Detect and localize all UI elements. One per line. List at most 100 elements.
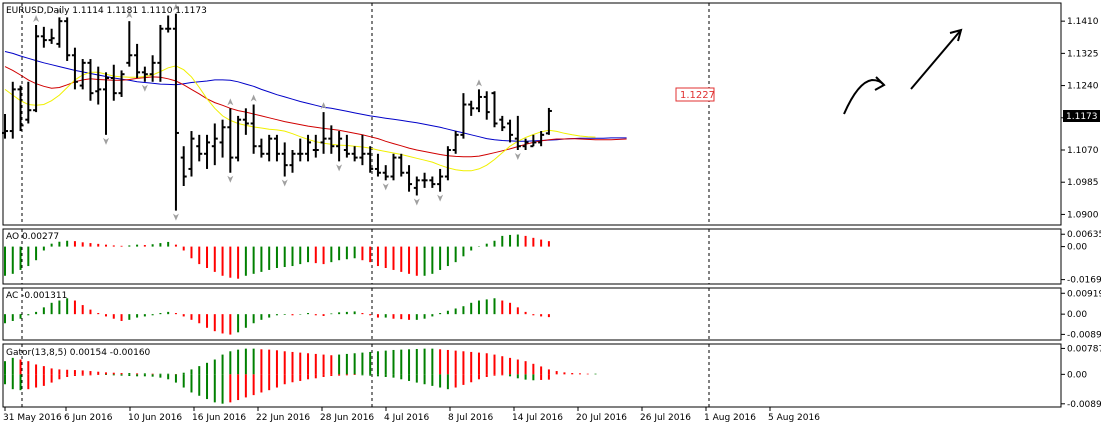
price-bar	[507, 119, 514, 143]
fractal-markers	[33, 3, 521, 221]
time-tick-label: 1 Aug 2016	[704, 413, 756, 423]
price-bar	[172, 13, 179, 211]
future-arrows	[843, 28, 963, 115]
fractal-up-icon	[172, 3, 179, 11]
price-bar	[227, 108, 234, 173]
ao-pane-label: AO 0.00277	[6, 232, 59, 242]
axis-tick-label: 0.00787	[1067, 344, 1101, 354]
price-bar	[413, 176, 420, 196]
price-tick-label: 1.1325	[1067, 49, 1099, 59]
price-bar	[9, 81, 16, 139]
price-bar	[281, 142, 288, 177]
price-bar	[250, 104, 257, 154]
axis-tick-label: 0.00	[1067, 310, 1087, 320]
price-tick-label: 1.0985	[1067, 178, 1099, 188]
price-bar	[64, 17, 71, 61]
current-price-tag: 1.1173	[1063, 110, 1100, 122]
axis-tick-label: 0.00	[1067, 243, 1087, 253]
fractal-up-icon	[250, 94, 257, 102]
price-bar	[499, 115, 506, 132]
main-pane-frame	[2, 2, 1062, 226]
price-bar	[103, 72, 110, 135]
time-tick-label: 10 Jun 2016	[128, 413, 182, 423]
fractal-up-icon	[33, 14, 40, 22]
price-bar	[429, 176, 436, 188]
main-pane: 1.1227 EURUSD,Daily 1.1114 1.1181 1.1110…	[2, 2, 1100, 226]
price-bar	[382, 165, 389, 181]
price-bar	[351, 146, 358, 162]
price-bar	[475, 89, 482, 113]
gator-grid	[21, 344, 710, 407]
time-tick-label: 6 Jun 2016	[64, 413, 113, 423]
ac-histogram	[4, 298, 550, 335]
axis-tick-label: -0.01697	[1067, 276, 1101, 286]
axis-tick-label: 0.00635	[1067, 230, 1101, 240]
current-price-label: 1.1173	[1066, 112, 1098, 122]
price-tick-label: 1.1410	[1067, 17, 1099, 27]
price-bar	[242, 108, 249, 135]
price-bar	[460, 93, 467, 139]
price-tick-label: 1.0900	[1067, 210, 1099, 220]
price-bar	[305, 134, 312, 162]
price-bar	[188, 131, 195, 177]
price-bar	[157, 24, 164, 82]
fractal-down-icon	[437, 194, 444, 202]
price-bar	[118, 70, 125, 97]
fractal-down-icon	[382, 183, 389, 191]
price-bar	[522, 138, 529, 150]
time-tick-label: 16 Jun 2016	[192, 413, 246, 423]
price-bar	[538, 131, 545, 147]
time-tick-label: 31 May 2016	[3, 413, 62, 423]
price-tick-label: 1.1070	[1067, 146, 1099, 156]
fractal-down-icon	[227, 175, 234, 183]
price-bar	[359, 134, 366, 166]
time-tick-label: 4 Jul 2016	[384, 413, 429, 423]
price-bar	[530, 134, 537, 148]
price-bar	[219, 119, 226, 158]
ao-axis: 0.00635 0.00 -0.01697	[1061, 230, 1101, 286]
gator-pane: Gator(13,8,5) 0.00154 -0.00160 0.007870.…	[2, 343, 1101, 410]
price-bar	[312, 134, 319, 158]
time-axis: 31 May 2016 6 Jun 2016 10 Jun 2016 16 Jun 2…	[3, 407, 820, 423]
price-bar	[25, 81, 32, 124]
price-bar	[40, 26, 47, 48]
diagonal-arrow-icon	[910, 29, 962, 90]
main-pane-label: EURUSD,Daily 1.1114 1.1181 1.1110 1.1173	[6, 6, 207, 16]
time-tick-label: 28 Jun 2016	[320, 413, 374, 423]
diagonal-arrow-head-icon	[949, 28, 963, 42]
price-bar	[444, 146, 451, 181]
time-tick-label: 20 Jul 2016	[576, 413, 627, 423]
time-tick-label: 22 Jun 2016	[256, 413, 310, 423]
gator-pane-frame	[2, 343, 1062, 408]
ao-histogram	[4, 234, 550, 279]
price-bar	[149, 55, 156, 82]
price-bar	[87, 59, 94, 101]
fractal-down-icon	[281, 179, 288, 187]
ao-pane-frame	[2, 228, 1062, 285]
level-marker: 1.1227	[675, 87, 715, 102]
time-tick-label: 5 Aug 2016	[768, 413, 820, 423]
fractal-down-icon	[514, 153, 521, 160]
price-bar	[421, 172, 428, 188]
price-bar	[48, 28, 55, 44]
price-bar	[468, 100, 475, 116]
level-marker-box	[675, 87, 715, 102]
time-tick-label: 8 Jul 2016	[448, 413, 493, 423]
axis-tick-label: -0.00894	[1067, 400, 1101, 410]
fractal-up-icon	[227, 98, 234, 106]
ac-grid	[21, 288, 710, 340]
fractal-down-icon	[413, 198, 420, 206]
fractal-down-icon	[336, 164, 343, 172]
fractal-up-icon	[475, 79, 482, 87]
price-bar	[2, 114, 8, 139]
price-bar	[398, 153, 405, 177]
curved-arrow-head-icon	[874, 76, 886, 91]
price-bar	[273, 134, 280, 162]
price-bar	[367, 146, 374, 173]
price-bar	[56, 17, 63, 48]
price-bar	[204, 134, 211, 169]
level-marker-label: 1.1227	[680, 90, 715, 101]
alligator-lips-line	[4, 65, 596, 172]
gator-pane-label: Gator(13,8,5) 0.00154 -0.00160	[6, 348, 151, 358]
